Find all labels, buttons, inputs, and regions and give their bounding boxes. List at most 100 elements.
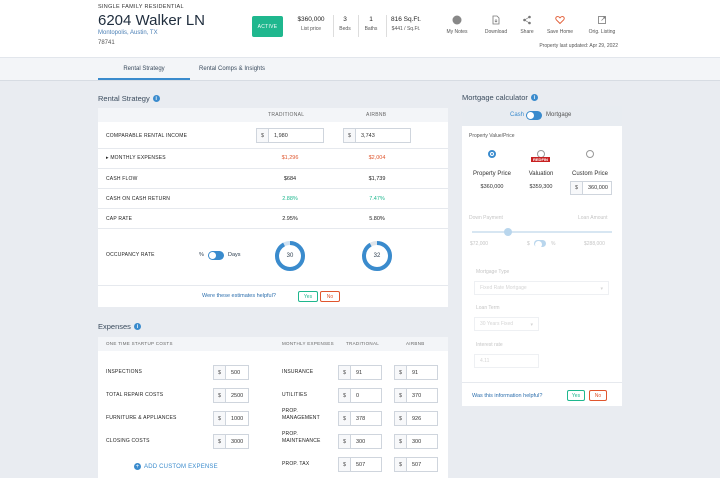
- feedback-row: Were these estimates helpful? Yes No: [98, 285, 448, 307]
- external-link-icon: [598, 16, 606, 24]
- monthly-label: INSURANCE: [282, 369, 314, 375]
- divider: [386, 15, 387, 37]
- inspections-input[interactable]: $ 500: [213, 365, 249, 380]
- info-icon[interactable]: i: [152, 95, 160, 102]
- save-home-button[interactable]: Save Home: [543, 15, 577, 35]
- table-row: CAP RATE 2.95% 5.80%: [98, 208, 448, 228]
- maintenance-airbnb-input[interactable]: $300: [394, 434, 438, 449]
- stat-list-price: $360,000 List price: [297, 16, 325, 32]
- status-badge: ACTIVE: [252, 16, 283, 37]
- expenses-card: ONE TIME STARTUP COSTS MONTHLY EXPENSES …: [98, 337, 448, 478]
- add-custom-expense-button[interactable]: + ADD CUSTOM EXPENSE: [134, 463, 218, 470]
- last-updated: Property last updated: Apr 29, 2022: [539, 43, 618, 49]
- my-notes-button[interactable]: My Notes: [440, 15, 474, 35]
- mortgage-type-select[interactable]: Fixed Rate Mortgage ▾: [474, 281, 609, 295]
- slider-handle[interactable]: [504, 228, 512, 236]
- stat-baths: 1 Baths: [364, 16, 378, 32]
- prop-tax-airbnb-input[interactable]: $507: [394, 457, 438, 472]
- custom-price-radio[interactable]: [586, 150, 594, 158]
- chevron-down-icon: ▾: [600, 286, 603, 292]
- table-row: CASH FLOW $684 $1,739: [98, 168, 448, 188]
- mortgage-label: Mortgage: [546, 112, 572, 118]
- maintenance-traditional-input[interactable]: $300: [338, 434, 382, 449]
- custom-price-input[interactable]: $ 360,000: [570, 181, 612, 195]
- monthly-label: PROP. MANAGEMENT: [282, 408, 320, 421]
- download-button[interactable]: Download: [479, 15, 513, 35]
- monthly-label: UTILITIES: [282, 392, 308, 398]
- property-type: SINGLE FAMILY RESIDENTIAL: [98, 4, 184, 10]
- traditional-occupancy-value: 30: [286, 253, 294, 259]
- info-icon[interactable]: i: [530, 94, 538, 101]
- utilities-airbnb-input[interactable]: $370: [394, 388, 438, 403]
- property-zip: 78741: [98, 40, 115, 46]
- rental-strategy-title: Rental Strategy i: [98, 94, 160, 103]
- table-row: OCCUPANCY RATE % Days 30 32: [98, 228, 448, 285]
- tab-rental-strategy[interactable]: Rental Strategy: [98, 66, 190, 80]
- download-icon: [492, 15, 500, 25]
- mortgage-feedback-question: Was this information helpful?: [472, 393, 543, 399]
- mortgage-feedback-no-button[interactable]: No: [589, 390, 607, 401]
- cash-mortgage-toggle[interactable]: [526, 111, 542, 120]
- insurance-traditional-input[interactable]: $91: [338, 365, 382, 380]
- chevron-down-icon: ▾: [530, 322, 533, 328]
- traditional-occupancy-ring: [275, 241, 305, 271]
- mortgage-feedback-yes-button[interactable]: Yes: [567, 390, 585, 401]
- monthly-label: PROP. MAINTENANCE: [282, 431, 321, 444]
- divider: [333, 15, 334, 37]
- table-row: COMPARABLE RENTAL INCOME $ 1,980 $ 3,743: [98, 126, 448, 146]
- furniture-input[interactable]: $ 1000: [213, 411, 249, 426]
- closing-costs-input[interactable]: $ 3000: [213, 434, 249, 449]
- notes-icon: [452, 15, 462, 25]
- stat-beds: 3 Beds: [339, 16, 351, 32]
- feedback-yes-button[interactable]: Yes: [298, 291, 318, 302]
- occupancy-unit-toggle[interactable]: [208, 251, 224, 260]
- management-traditional-input[interactable]: $378: [338, 411, 382, 426]
- share-icon: [523, 15, 531, 25]
- startup-label: TOTAL REPAIR COSTS: [106, 392, 164, 398]
- feedback-no-button[interactable]: No: [320, 291, 340, 302]
- down-payment-unit-toggle[interactable]: [534, 240, 546, 248]
- property-city-link[interactable]: Montopolis, Austin, TX: [98, 30, 158, 36]
- repair-costs-input[interactable]: $ 2500: [213, 388, 249, 403]
- startup-label: FURNITURE & APPLIANCES: [106, 415, 177, 421]
- info-icon[interactable]: i: [133, 323, 141, 330]
- divider: [462, 382, 622, 383]
- table-row: CASH ON CASH RETURN 2.88% 7.47%: [98, 188, 448, 208]
- loan-term-select[interactable]: 30 Years Fixed ▾: [474, 317, 539, 331]
- expenses-title: Expenses i: [98, 322, 141, 331]
- airbnb-occupancy-ring: [362, 241, 392, 271]
- utilities-traditional-input[interactable]: $0: [338, 388, 382, 403]
- insurance-airbnb-input[interactable]: $91: [394, 365, 438, 380]
- monthly-label: PROP. TAX: [282, 461, 310, 467]
- property-price-radio[interactable]: [488, 150, 496, 158]
- divider: [358, 15, 359, 37]
- property-header: SINGLE FAMILY RESIDENTIAL 6204 Walker LN…: [0, 0, 720, 57]
- tab-rental-comps[interactable]: Rental Comps & Insights: [199, 66, 266, 72]
- table-row[interactable]: ▸ MONTHLY EXPENSES $1,296 $2,004: [98, 148, 448, 168]
- startup-label: INSPECTIONS: [106, 369, 143, 375]
- down-payment-slider[interactable]: [472, 231, 612, 233]
- heart-icon: [555, 16, 565, 25]
- original-listing-button[interactable]: Orig. Listing: [585, 15, 619, 35]
- redfin-logo: REDFIN: [531, 157, 550, 162]
- property-value-label: Property Value/Price: [469, 133, 515, 139]
- interest-rate-input[interactable]: 4.11: [474, 354, 539, 368]
- management-airbnb-input[interactable]: $926: [394, 411, 438, 426]
- expenses-column-headers: ONE TIME STARTUP COSTS MONTHLY EXPENSES …: [98, 337, 448, 351]
- feedback-question: Were these estimates helpful?: [202, 293, 276, 299]
- airbnb-income-input[interactable]: $ 3,743: [343, 128, 411, 143]
- share-button[interactable]: Share: [510, 15, 544, 35]
- startup-label: CLOSING COSTS: [106, 438, 150, 444]
- traditional-income-input[interactable]: $ 1,980: [256, 128, 324, 143]
- caret-right-icon: ▸: [106, 155, 111, 161]
- payment-mode-bar: Cash Mortgage: [462, 106, 622, 126]
- prop-tax-traditional-input[interactable]: $507: [338, 457, 382, 472]
- property-address: 6204 Walker LN: [98, 12, 205, 29]
- column-headers: TRADITIONAL AIRBNB: [98, 108, 448, 122]
- plus-icon: +: [134, 463, 141, 470]
- mortgage-calculator-card: Cash Mortgage Property Value/Price REDFI…: [462, 106, 622, 406]
- rental-strategy-card: TRADITIONAL AIRBNB COMPARABLE RENTAL INC…: [98, 108, 448, 307]
- airbnb-occupancy-value: 32: [373, 253, 381, 259]
- stat-sqft: 816 Sq.Ft. $441 / Sq.Ft.: [391, 16, 421, 32]
- cash-label: Cash: [510, 112, 525, 118]
